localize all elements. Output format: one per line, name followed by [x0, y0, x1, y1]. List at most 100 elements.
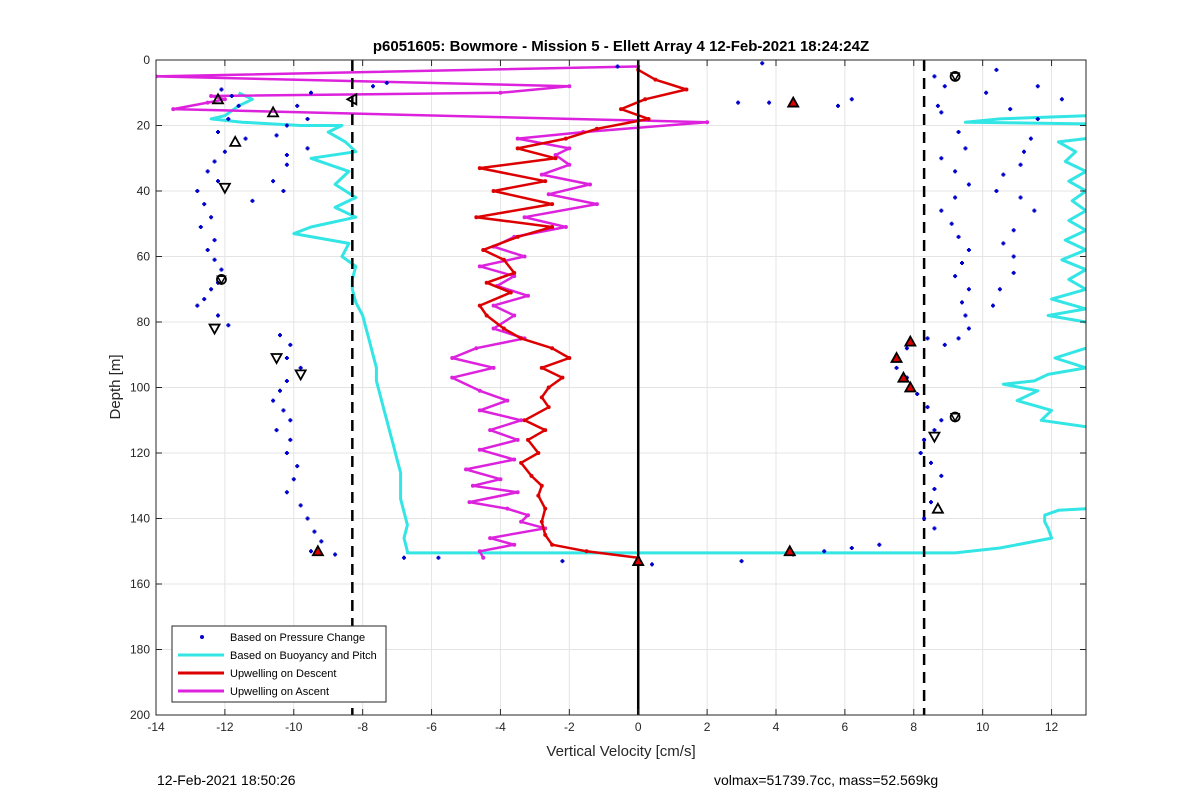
- pressure-point: [284, 451, 289, 455]
- ascent-point: [512, 274, 517, 279]
- descent-point: [653, 77, 658, 82]
- pressure-point: [849, 97, 854, 102]
- descent-point: [491, 189, 496, 193]
- pressure-point: [212, 238, 217, 243]
- pressure-point: [877, 542, 882, 547]
- ascent-point: [491, 303, 496, 308]
- footer-info: volmax=51739.7cc, mass=52.569kg: [714, 772, 939, 788]
- ascent-point: [498, 90, 503, 95]
- ascent-point: [209, 94, 214, 99]
- pressure-point: [932, 428, 937, 433]
- x-tick-label: 12: [1045, 720, 1059, 734]
- pressure-point: [966, 287, 971, 292]
- pressure-point: [736, 100, 741, 105]
- pressure-point: [295, 103, 300, 108]
- ascent-point: [526, 293, 530, 298]
- ascent-point: [205, 100, 210, 105]
- pressure-point: [1059, 97, 1064, 102]
- pressure-point: [319, 539, 324, 544]
- pressure-point: [278, 333, 282, 338]
- pressure-point: [243, 136, 248, 141]
- marker-triangle: [266, 105, 280, 118]
- pressure-point: [939, 110, 944, 115]
- marker-triangle: [208, 323, 222, 336]
- pressure-point: [216, 130, 220, 135]
- descent-point: [536, 493, 541, 498]
- pressure-point: [216, 179, 220, 184]
- pressure-point: [219, 267, 224, 272]
- pressure-point: [281, 189, 286, 193]
- pressure-point: [966, 182, 971, 187]
- pressure-point: [956, 336, 961, 341]
- descent-point: [526, 437, 530, 442]
- pressure-point: [984, 90, 989, 95]
- descent-point: [543, 428, 548, 433]
- pressure-point: [935, 103, 940, 108]
- ascent-point: [515, 437, 520, 442]
- pressure-point: [1028, 136, 1033, 141]
- descent-point: [543, 532, 548, 537]
- pressure-point: [216, 313, 220, 318]
- x-tick-label: -12: [216, 720, 234, 734]
- pressure-point: [281, 408, 286, 413]
- descent-point: [536, 451, 541, 455]
- ascent-point: [477, 549, 482, 554]
- pressure-point: [309, 90, 313, 95]
- y-tick-label: 140: [130, 512, 150, 526]
- ascent-line: [156, 65, 709, 559]
- ascent-point: [553, 152, 558, 157]
- x-tick-label: -14: [147, 720, 165, 734]
- pressure-point: [1001, 172, 1006, 177]
- marker-triangle: [218, 182, 232, 195]
- descent-point: [501, 257, 506, 262]
- pressure-point: [932, 526, 937, 531]
- ascent-point: [515, 490, 520, 495]
- marker-triangle: [270, 353, 284, 365]
- pressure-point: [298, 365, 303, 370]
- pressure-point: [1018, 195, 1023, 200]
- ascent-point: [515, 136, 520, 141]
- pressure-point: [384, 80, 389, 85]
- pressure-point: [284, 378, 289, 383]
- ascent-point: [588, 182, 592, 187]
- descent-point: [484, 313, 489, 318]
- pressure-point: [997, 287, 1002, 292]
- y-tick-label: 200: [130, 708, 150, 722]
- pressure-point: [939, 473, 944, 478]
- marker-triangle: [949, 413, 961, 423]
- pressure-point: [1018, 162, 1023, 167]
- descent-point: [546, 405, 551, 410]
- ascent-point: [563, 225, 568, 230]
- pressure-point: [991, 303, 995, 308]
- pressure-point: [949, 221, 954, 226]
- legend-label: Based on Pressure Change: [230, 632, 365, 644]
- y-tick-label: 160: [130, 577, 150, 591]
- ascent-point: [539, 172, 544, 177]
- y-tick-label: 20: [137, 119, 151, 133]
- descent-point: [567, 356, 572, 361]
- descent-point: [501, 326, 506, 331]
- buoyancy-line: [209, 91, 1086, 555]
- descent-point: [550, 202, 555, 207]
- pressure-point: [925, 336, 930, 341]
- descent-point: [553, 156, 558, 161]
- descent-point: [550, 542, 555, 547]
- ascent-point: [477, 264, 482, 269]
- legend-label: Based on Buoyancy and Pitch: [230, 650, 377, 662]
- ascent-point: [488, 428, 493, 433]
- ascent-point: [512, 542, 517, 547]
- pressure-point: [212, 159, 217, 164]
- ascent-point: [512, 313, 517, 318]
- descent-point: [508, 290, 513, 295]
- pressure-point: [271, 398, 276, 403]
- marker-triangle: [949, 72, 961, 82]
- pressure-point: [305, 116, 310, 121]
- pressure-point: [939, 208, 944, 213]
- y-axis-label: Depth [m]: [107, 354, 124, 419]
- x-tick-label: -8: [357, 720, 368, 734]
- descent-point: [522, 418, 527, 423]
- ascent-point: [477, 388, 482, 393]
- descent-point: [539, 483, 544, 488]
- pressure-point: [288, 437, 293, 442]
- pressure-point: [966, 247, 971, 252]
